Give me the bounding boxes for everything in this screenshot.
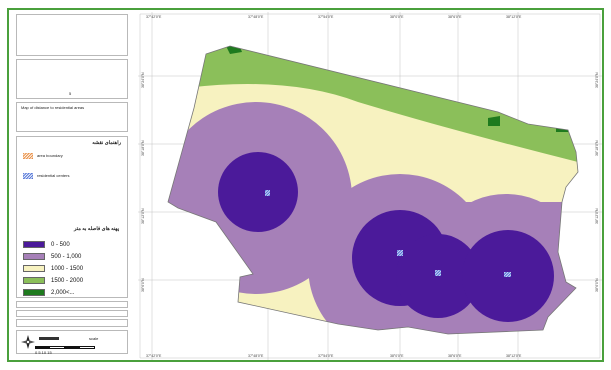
zone-2000-plus-ne bbox=[488, 116, 500, 126]
top-tick-3: 38°0'0"E bbox=[390, 15, 404, 19]
right-tick-1: 38°18'0"N bbox=[595, 140, 599, 156]
info-box-2 bbox=[16, 310, 128, 317]
info-box-1 bbox=[16, 301, 128, 308]
description-box: Map of distance to residential areas bbox=[16, 102, 128, 132]
scale-box: scale 0 5 10 15 bbox=[16, 330, 128, 355]
map-canvas: 37°42'0"E 37°48'0"E 37°54'0"E 38°0'0"E 3… bbox=[138, 12, 602, 360]
scale-bar bbox=[35, 346, 95, 349]
info-box-3 bbox=[16, 319, 128, 327]
legend-box: راهنمای نقشه area boundary residential c… bbox=[16, 136, 128, 298]
class-label-1: 500 - 1,000 bbox=[51, 253, 82, 260]
class-label-3: 1500 - 2000 bbox=[51, 277, 84, 284]
bottom-tick-labels: 37°42'0"E 37°48'0"E 37°54'0"E 38°0'0"E 3… bbox=[146, 354, 522, 358]
residential-center-1 bbox=[265, 190, 270, 196]
bottom-tick-4: 38°6'0"E bbox=[448, 354, 462, 358]
legend-title: راهنمای نقشه bbox=[92, 140, 121, 146]
legend-label-residential: residential centers bbox=[37, 173, 70, 178]
legend-class-4: 2,000<... bbox=[23, 288, 75, 297]
legend-class-2: 1000 - 1500 bbox=[23, 264, 83, 273]
top-tick-labels: 37°42'0"E 37°48'0"E 37°54'0"E 38°0'0"E 3… bbox=[146, 15, 522, 19]
scale-label: scale bbox=[89, 336, 99, 341]
class-swatch-1 bbox=[23, 253, 45, 260]
legend-class-3: 1500 - 2000 bbox=[23, 276, 83, 285]
residential-center-4 bbox=[504, 272, 511, 277]
scale-bar-header bbox=[39, 337, 59, 340]
top-tick-4: 38°6'0"E bbox=[448, 15, 462, 19]
bottom-tick-0: 37°42'0"E bbox=[146, 354, 162, 358]
zone-0-500-west bbox=[218, 152, 298, 232]
class-label-2: 1000 - 1500 bbox=[51, 265, 84, 272]
bottom-tick-5: 38°12'0"E bbox=[506, 354, 522, 358]
logo-box bbox=[16, 14, 128, 56]
top-tick-5: 38°12'0"E bbox=[506, 15, 522, 19]
left-tick-1: 38°18'0"N bbox=[141, 140, 145, 156]
zone-2000-plus-north bbox=[226, 46, 242, 54]
left-tick-0: 38°24'0"N bbox=[141, 72, 145, 88]
bottom-tick-2: 37°54'0"E bbox=[318, 354, 334, 358]
legend-class-1: 500 - 1,000 bbox=[23, 252, 81, 261]
scale-numbers: 0 5 10 15 bbox=[35, 350, 52, 355]
class-label-4: 2,000<... bbox=[51, 289, 75, 296]
title-number: 5 bbox=[69, 91, 72, 96]
legend-class-0: 0 - 500 bbox=[23, 240, 70, 249]
top-tick-0: 37°42'0"E bbox=[146, 15, 162, 19]
class-swatch-3 bbox=[23, 277, 45, 284]
right-tick-0: 38°24'0"N bbox=[595, 72, 599, 88]
right-tick-2: 38°12'0"N bbox=[595, 208, 599, 224]
left-tick-3: 38°6'0"N bbox=[141, 278, 145, 292]
study-area-boundary bbox=[167, 45, 579, 335]
zone-2000-plus-east bbox=[556, 124, 568, 132]
residential-hatch-icon bbox=[23, 172, 33, 179]
boundary-hatch-icon bbox=[23, 152, 33, 159]
left-tick-labels: 38°24'0"N 38°18'0"N 38°12'0"N 38°6'0"N bbox=[141, 72, 145, 292]
map-layout-frame bbox=[7, 8, 604, 362]
residential-center-2 bbox=[397, 250, 403, 256]
class-swatch-4 bbox=[23, 289, 45, 296]
north-arrow-icon bbox=[21, 335, 35, 349]
class-title: پهنه های فاصله به متر bbox=[73, 226, 119, 232]
bottom-tick-1: 37°48'0"E bbox=[248, 354, 264, 358]
class-swatch-0 bbox=[23, 241, 45, 248]
title-box: 5 bbox=[16, 59, 128, 99]
legend-item-boundary: area boundary bbox=[23, 151, 63, 160]
right-tick-3: 38°6'0"N bbox=[595, 278, 599, 292]
distance-zones bbox=[168, 46, 578, 334]
top-tick-2: 37°54'0"E bbox=[318, 15, 334, 19]
right-tick-labels: 38°24'0"N 38°18'0"N 38°12'0"N 38°6'0"N bbox=[595, 72, 599, 292]
class-label-0: 0 - 500 bbox=[51, 241, 70, 248]
legend-label-boundary: area boundary bbox=[37, 153, 63, 158]
bottom-tick-3: 38°0'0"E bbox=[390, 354, 404, 358]
top-tick-1: 37°48'0"E bbox=[248, 15, 264, 19]
map-title-en: Map of distance to residential areas bbox=[21, 105, 85, 110]
residential-center-3 bbox=[435, 270, 441, 276]
left-tick-2: 38°12'0"N bbox=[141, 208, 145, 224]
legend-item-residential: residential centers bbox=[23, 171, 69, 180]
class-swatch-2 bbox=[23, 265, 45, 272]
map-area: 37°42'0"E 37°48'0"E 37°54'0"E 38°0'0"E 3… bbox=[138, 12, 602, 360]
legend-panel: 5 Map of distance to residential areas ر… bbox=[16, 14, 128, 360]
